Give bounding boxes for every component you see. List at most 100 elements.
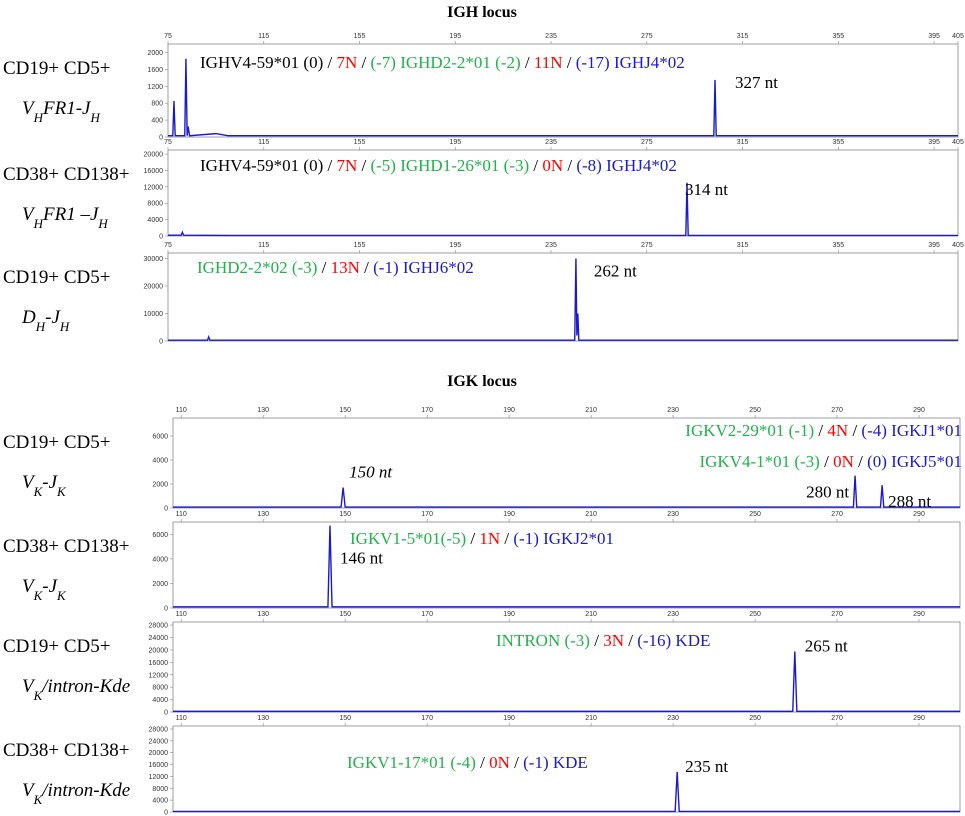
label-part: K — [33, 688, 44, 703]
x-tick-label: 190 — [503, 715, 515, 722]
y-tick-label: 6000 — [152, 532, 168, 539]
x-tick-label: 290 — [913, 715, 925, 722]
y-tick-label: 28000 — [149, 726, 169, 733]
x-tick-label: 75 — [164, 242, 172, 249]
x-tick-label: 395 — [928, 139, 940, 146]
label-part: V — [22, 472, 36, 493]
segment: IGHV4-59*01 (0) — [200, 156, 323, 175]
segment: 0N — [542, 156, 563, 175]
label-part: -J — [45, 307, 61, 328]
segment: / — [357, 156, 370, 175]
y-tick-label: 28000 — [149, 623, 169, 630]
assay-label: VHFR1-JH — [22, 98, 100, 125]
x-tick-label: 115 — [258, 139, 269, 146]
x-tick-label: 75 — [164, 33, 172, 40]
assay-label: VK/intron-Kde — [22, 780, 130, 807]
y-tick-label: 0 — [159, 234, 163, 241]
segment: / — [521, 53, 534, 72]
x-tick-label: 115 — [258, 242, 269, 249]
x-tick-label: 230 — [667, 407, 679, 414]
label-part: V — [22, 576, 36, 597]
label-part: D — [21, 307, 36, 328]
x-tick-label: 75 — [164, 139, 172, 146]
x-tick-label: 405 — [952, 139, 964, 146]
segment: IGKV1-17*01 (-4) — [347, 753, 476, 772]
x-tick-label: 155 — [354, 33, 366, 40]
label-part: H — [33, 216, 44, 231]
x-tick-label: 355 — [832, 33, 844, 40]
x-tick-label: 270 — [831, 511, 843, 518]
label-part: K — [33, 588, 44, 603]
x-tick-label: 230 — [667, 611, 679, 618]
x-tick-label: 190 — [503, 511, 515, 518]
y-tick-label: 20000 — [144, 152, 164, 159]
segment: / — [529, 156, 542, 175]
segment: / — [563, 156, 576, 175]
y-tick-label: 20000 — [144, 284, 164, 291]
section-title: IGH locus — [447, 4, 517, 21]
x-tick-label: 315 — [737, 139, 749, 146]
y-tick-label: 6000 — [152, 434, 168, 441]
label-part: V — [22, 204, 36, 225]
plot-frame — [172, 521, 961, 609]
trace — [173, 475, 960, 508]
x-tick-label: 150 — [339, 715, 351, 722]
trace — [168, 58, 958, 137]
trace — [173, 771, 960, 813]
segment: / — [357, 53, 370, 72]
y-tick-label: 16000 — [149, 660, 169, 667]
plot-frame — [172, 417, 961, 509]
x-tick-label: 250 — [749, 511, 761, 518]
label-part: V — [22, 98, 36, 119]
sample-label: CD19+ CD5+ — [3, 636, 110, 657]
segment: / — [476, 753, 489, 772]
peak-label: 280 nt — [806, 483, 849, 502]
x-tick-label: 110 — [176, 511, 187, 518]
label-part: H — [59, 319, 70, 334]
peak-label: 146 nt — [340, 549, 383, 568]
segment: / — [624, 631, 637, 650]
label-part: K — [33, 792, 44, 807]
segment: / — [848, 421, 861, 440]
x-tick-label: 315 — [737, 33, 749, 40]
x-tick-label: 290 — [913, 511, 925, 518]
segment: / — [814, 421, 827, 440]
plot-frame — [167, 43, 959, 138]
segment: (-8) IGHJ4*02 — [576, 156, 677, 175]
segment: IGKV1-5*01(-5) — [350, 529, 466, 548]
y-tick-label: 4000 — [152, 697, 168, 704]
y-tick-label: 400 — [151, 118, 163, 125]
x-tick-label: 290 — [913, 407, 925, 414]
label-part: /intron-Kde — [41, 676, 130, 697]
segment: IGHV4-59*01 (0) — [200, 53, 323, 72]
trace — [173, 525, 960, 608]
sample-label: CD19+ CD5+ — [3, 432, 110, 453]
segment: (-1) KDE — [523, 753, 588, 772]
y-tick-label: 1200 — [147, 84, 163, 91]
x-tick-label: 275 — [641, 242, 653, 249]
x-tick-label: 275 — [641, 139, 653, 146]
segment: 7N — [336, 53, 357, 72]
x-tick-label: 210 — [585, 407, 597, 414]
trace — [168, 182, 958, 237]
x-tick-label: 130 — [257, 715, 269, 722]
segment: 7N — [336, 156, 357, 175]
rearrangement: IGHD2-2*02 (-3) / 13N / (-1) IGHJ6*02 — [197, 258, 474, 277]
peak-label: 235 nt — [685, 757, 728, 776]
y-tick-label: 2000 — [147, 50, 163, 57]
rearrangement: IGKV2-29*01 (-1) / 4N / (-4) IGKJ1*01 — [685, 421, 962, 440]
x-tick-label: 110 — [176, 715, 187, 722]
label-part: FR1-J — [42, 98, 92, 119]
sample-label: CD38+ CD138+ — [3, 164, 129, 185]
x-tick-label: 195 — [449, 33, 461, 40]
y-tick-label: 8000 — [152, 685, 168, 692]
y-tick-label: 20000 — [149, 647, 169, 654]
x-tick-label: 270 — [831, 715, 843, 722]
x-tick-label: 315 — [737, 242, 749, 249]
label-part: V — [22, 780, 36, 801]
label-part: -J — [42, 472, 58, 493]
x-tick-label: 355 — [832, 139, 844, 146]
segment: / — [323, 156, 336, 175]
segment: 13N — [331, 258, 360, 277]
